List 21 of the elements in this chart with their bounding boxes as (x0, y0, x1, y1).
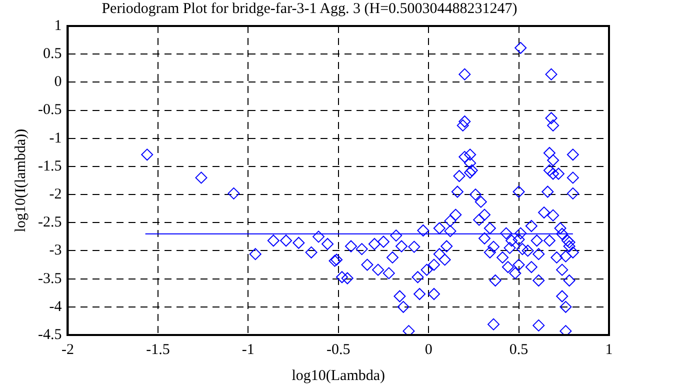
y-tick-label: -2.5 (38, 214, 62, 231)
y-tick-label: -4 (49, 298, 62, 315)
x-tick-label: 0 (424, 342, 432, 358)
y-tick-label: 0.5 (42, 46, 62, 62)
y-tick-label: -3 (49, 242, 62, 259)
y-tick-label: -1 (49, 130, 62, 146)
y-tick-label: -1.5 (38, 158, 62, 174)
x-tick-label: -1 (242, 342, 254, 358)
x-tick-label: 0.5 (509, 342, 528, 358)
x-axis-title: log10(Lambda) (292, 368, 386, 384)
y-tick-label: -0.5 (38, 102, 62, 118)
x-tick-label: -1.5 (146, 342, 170, 358)
y-tick-label: -3.5 (38, 270, 62, 287)
y-tick-label: 0 (54, 74, 62, 90)
x-tick-label: 1 (605, 342, 613, 358)
x-tick-label: -0.5 (326, 342, 350, 358)
y-tick-label: -2 (49, 186, 62, 202)
y-axis-title: log10(I(lambda)) (12, 128, 29, 232)
y-tick-label: 1 (54, 18, 62, 34)
y-tick-label: -4.5 (38, 326, 62, 343)
chart-title: Periodogram Plot for bridge-far-3-1 Agg. 3 (H=0.500304488231247) (102, 0, 518, 17)
